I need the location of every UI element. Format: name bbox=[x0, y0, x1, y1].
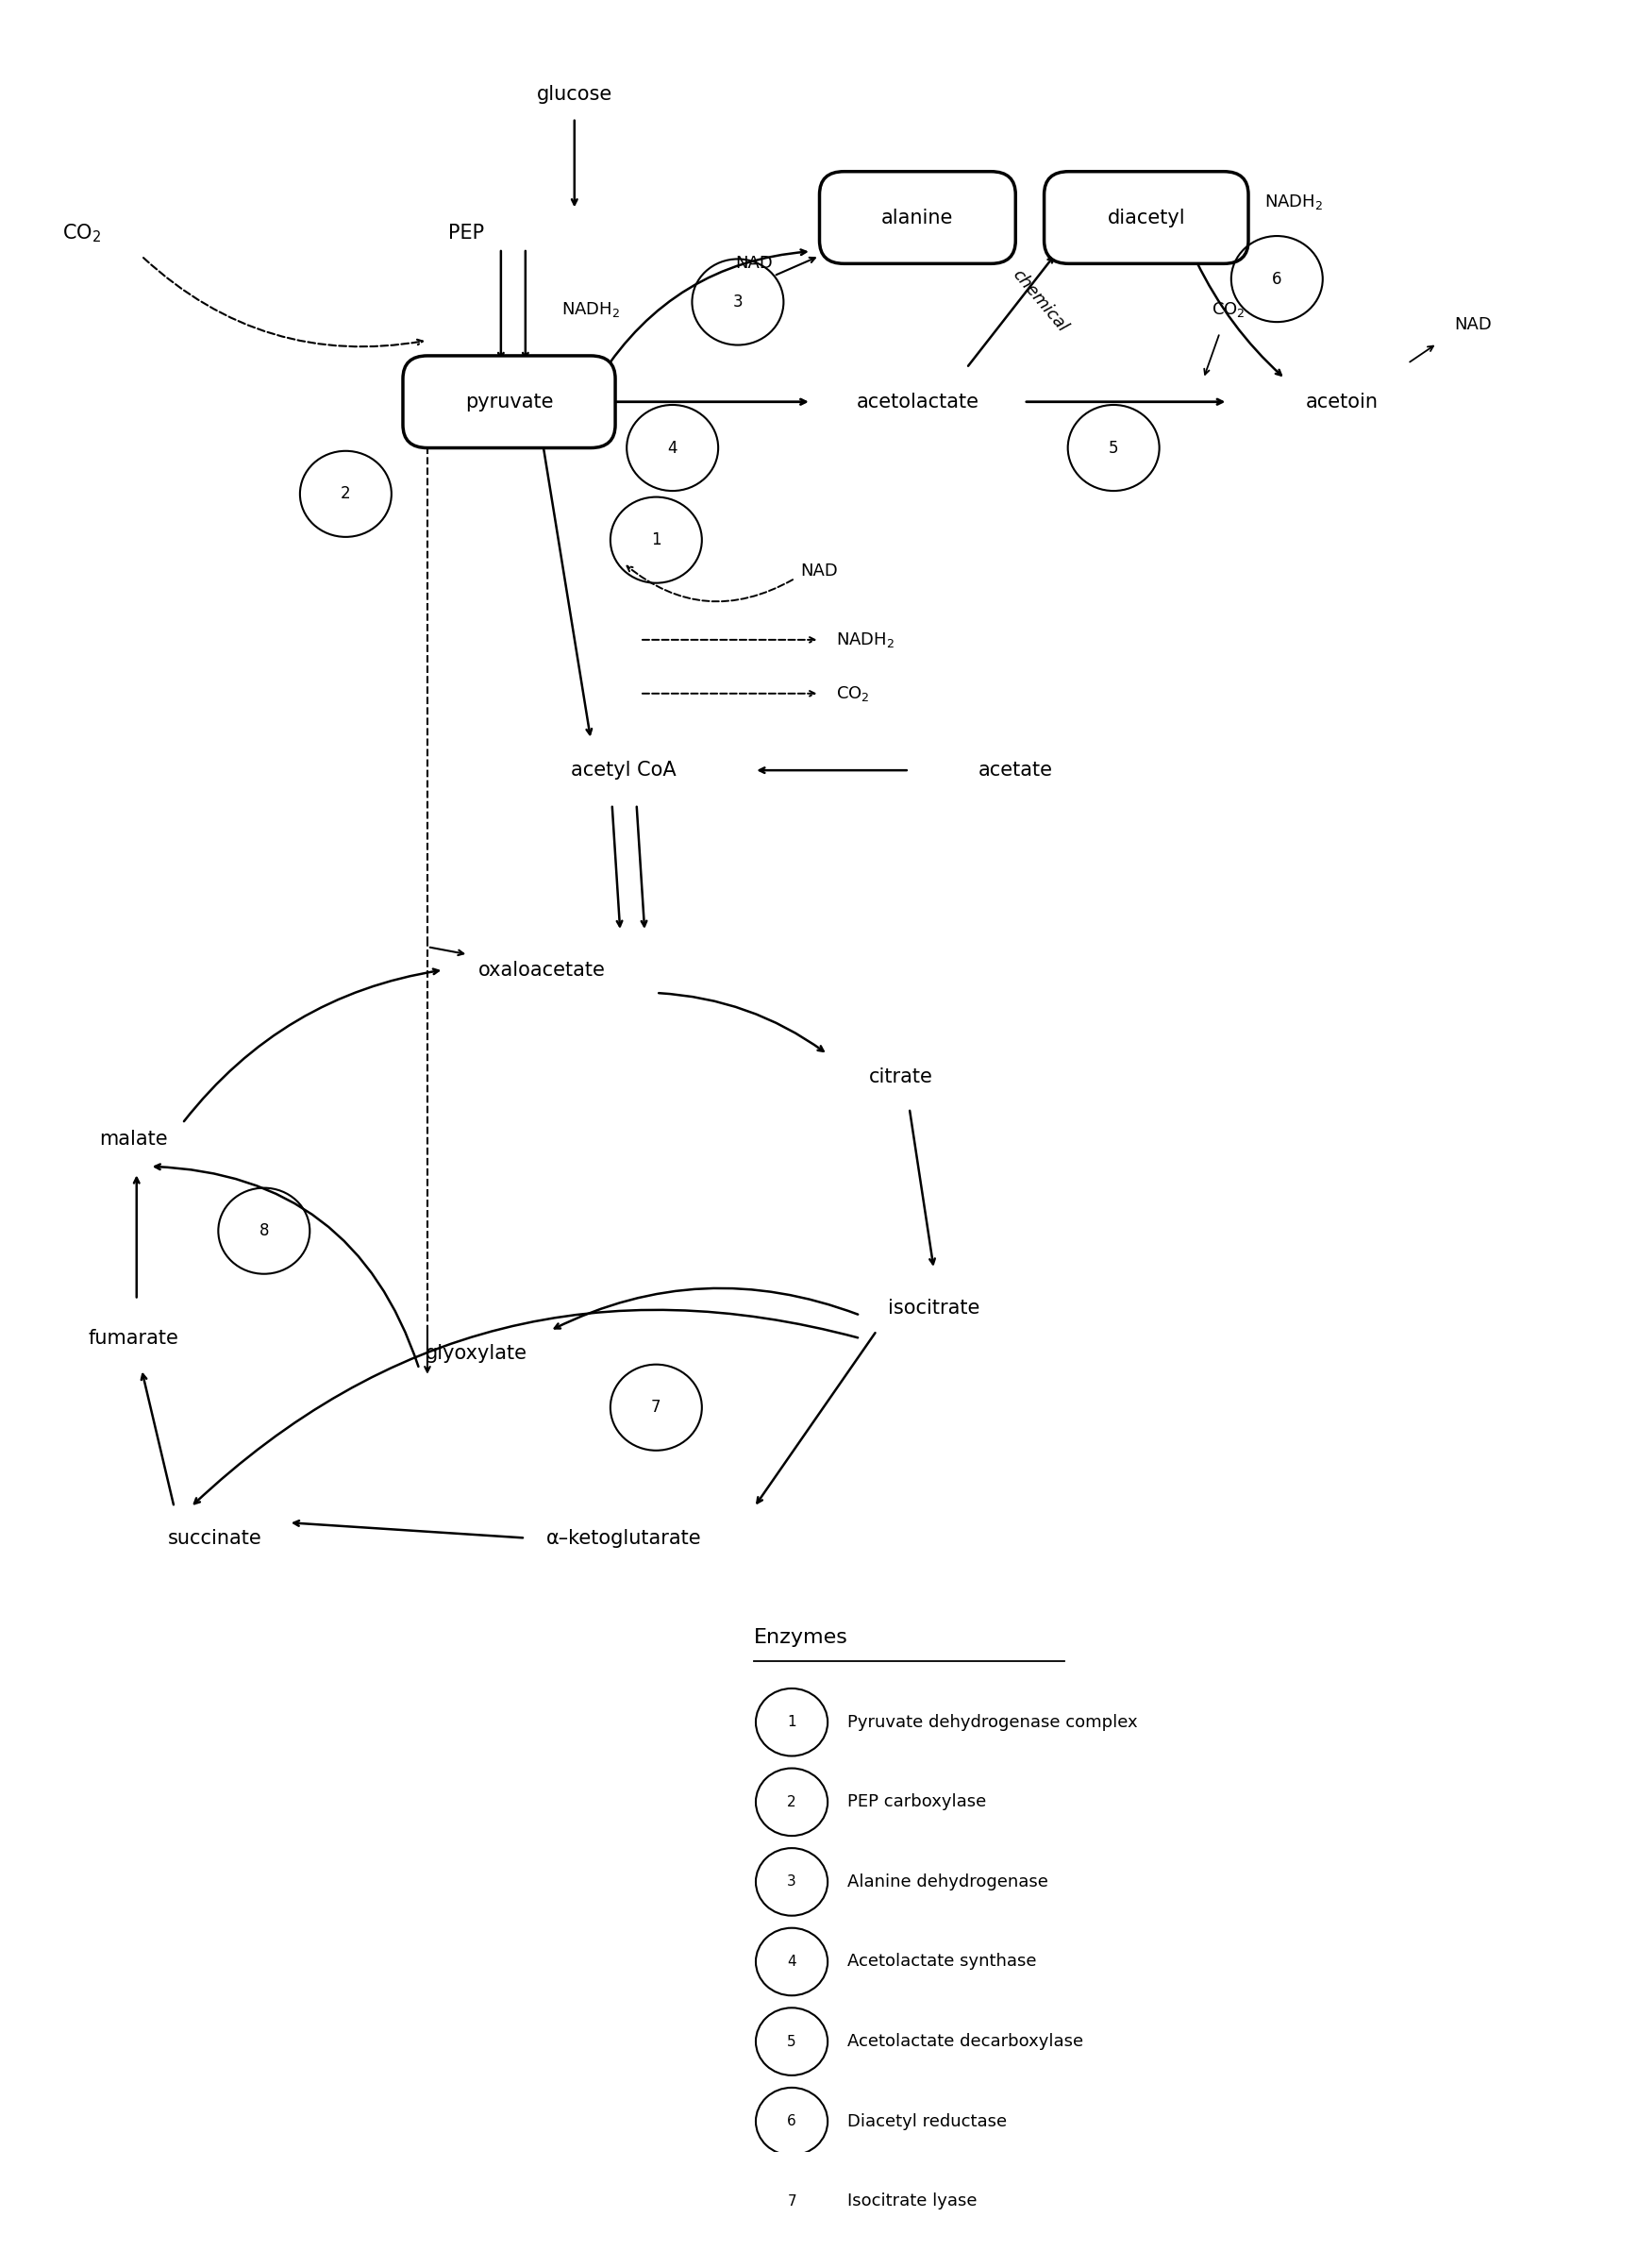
Text: NAD: NAD bbox=[801, 562, 838, 578]
Text: NADH$_2$: NADH$_2$ bbox=[562, 299, 620, 320]
Text: NAD: NAD bbox=[736, 254, 774, 272]
Text: Isocitrate lyase: Isocitrate lyase bbox=[847, 2193, 977, 2209]
Text: α–ketoglutarate: α–ketoglutarate bbox=[546, 1529, 701, 1547]
Text: CO$_2$: CO$_2$ bbox=[62, 222, 100, 245]
Text: Alanine dehydrogenase: Alanine dehydrogenase bbox=[847, 1873, 1047, 1889]
Text: succinate: succinate bbox=[167, 1529, 262, 1547]
Text: citrate: citrate bbox=[869, 1068, 933, 1086]
Text: 4: 4 bbox=[787, 1955, 797, 1969]
Text: 1: 1 bbox=[787, 1715, 797, 1728]
Text: 1: 1 bbox=[651, 531, 661, 549]
Text: NAD: NAD bbox=[1454, 318, 1491, 333]
Text: 7: 7 bbox=[787, 2193, 797, 2209]
Text: acetyl CoA: acetyl CoA bbox=[570, 760, 677, 780]
Text: 3: 3 bbox=[733, 293, 742, 311]
Text: 5: 5 bbox=[787, 2034, 797, 2048]
Text: 3: 3 bbox=[787, 1876, 797, 1889]
Text: 2: 2 bbox=[341, 485, 351, 503]
Text: 4: 4 bbox=[667, 440, 677, 456]
Text: 7: 7 bbox=[651, 1399, 661, 1415]
Text: 5: 5 bbox=[1108, 440, 1118, 456]
Text: glucose: glucose bbox=[536, 86, 613, 104]
Text: chemical: chemical bbox=[1010, 265, 1070, 336]
Text: acetolactate: acetolactate bbox=[856, 392, 978, 411]
Text: diacetyl: diacetyl bbox=[1108, 209, 1185, 227]
Text: alanine: alanine bbox=[882, 209, 954, 227]
Text: Acetolactate synthase: Acetolactate synthase bbox=[847, 1953, 1036, 1971]
Text: NADH$_2$: NADH$_2$ bbox=[1264, 193, 1323, 211]
Text: acetoin: acetoin bbox=[1306, 392, 1378, 411]
FancyBboxPatch shape bbox=[1044, 172, 1249, 263]
Text: 2: 2 bbox=[787, 1794, 797, 1810]
Text: NADH$_2$: NADH$_2$ bbox=[836, 631, 895, 649]
FancyBboxPatch shape bbox=[403, 356, 615, 447]
Text: acetate: acetate bbox=[978, 760, 1052, 780]
Text: 8: 8 bbox=[259, 1222, 269, 1238]
Text: CO$_2$: CO$_2$ bbox=[836, 685, 869, 703]
Text: Pyruvate dehydrogenase complex: Pyruvate dehydrogenase complex bbox=[847, 1715, 1137, 1730]
Text: malate: malate bbox=[98, 1129, 167, 1148]
Text: Enzymes: Enzymes bbox=[754, 1628, 849, 1647]
Text: pyruvate: pyruvate bbox=[465, 392, 554, 411]
Text: isocitrate: isocitrate bbox=[888, 1297, 980, 1318]
Text: Acetolactate decarboxylase: Acetolactate decarboxylase bbox=[847, 2032, 1083, 2050]
Text: fumarate: fumarate bbox=[89, 1329, 179, 1347]
Text: oxaloacetate: oxaloacetate bbox=[479, 959, 605, 980]
Text: PEP: PEP bbox=[449, 225, 485, 243]
Text: 6: 6 bbox=[787, 2114, 797, 2127]
Text: CO$_2$: CO$_2$ bbox=[1211, 299, 1244, 320]
Text: 6: 6 bbox=[1272, 270, 1282, 288]
Text: glyoxylate: glyoxylate bbox=[426, 1345, 528, 1363]
FancyBboxPatch shape bbox=[820, 172, 1016, 263]
Text: Diacetyl reductase: Diacetyl reductase bbox=[847, 2114, 1006, 2130]
Text: PEP carboxylase: PEP carboxylase bbox=[847, 1794, 987, 1810]
